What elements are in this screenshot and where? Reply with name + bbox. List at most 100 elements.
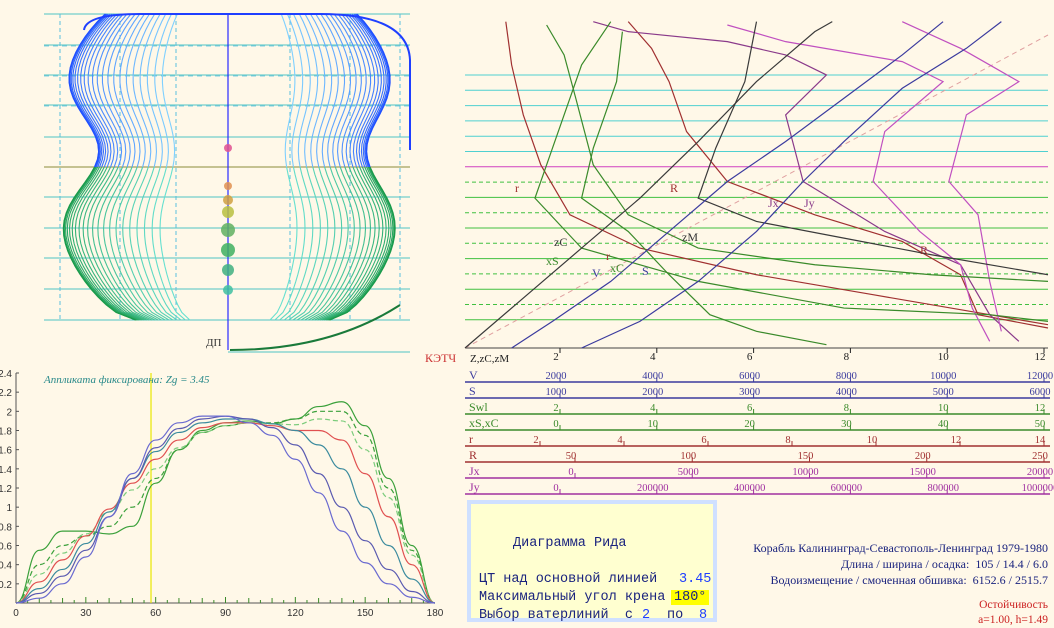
scale-tick-label: 14: [1035, 435, 1046, 446]
hull-section-above: [80, 13, 115, 168]
ktch-label: КЭТЧ: [425, 351, 456, 365]
hydrostatic-curve: [627, 21, 1049, 329]
hull-section-underwater: [159, 166, 191, 321]
scale-name: S: [469, 384, 476, 398]
hull-section-underwater: [327, 166, 392, 321]
hull-section-above: [344, 13, 376, 168]
hull-section-above: [146, 13, 167, 168]
hull-section-above: [119, 13, 145, 168]
hull-section-above: [292, 13, 311, 168]
hydrostatic-curve: [511, 21, 944, 349]
hull-section-above: [101, 13, 132, 168]
hull-section-above: [351, 13, 385, 168]
y-tick-label: 0.2: [0, 580, 12, 591]
scale-name: Swl: [469, 400, 488, 414]
hull-section-above: [96, 13, 128, 168]
hull-section-above: [356, 13, 391, 168]
scale-tick-label: 50: [566, 451, 577, 462]
cg-value-input[interactable]: 3.45: [679, 572, 712, 587]
scale-tick-label: 100: [680, 451, 696, 462]
y-tick-label: 2.4: [0, 369, 12, 380]
scale-tick-label: 8: [785, 435, 790, 446]
hull-section-underwater: [82, 166, 147, 321]
hull-section-above: [354, 13, 389, 168]
centroid-dot: [222, 206, 234, 218]
y-tick-label: 1: [6, 503, 12, 514]
hull-section-underwater: [304, 166, 355, 321]
scale-tick-label: 8000: [836, 371, 857, 382]
displacement-value: 6152.6 / 2515.7: [972, 573, 1048, 587]
scale-tick-label: 2: [533, 435, 538, 446]
scale-name: xS,xC: [469, 416, 499, 430]
displacement-label: Водоизмещение / смоченная обшивка:: [770, 573, 967, 587]
max-angle-input[interactable]: 180°: [671, 590, 710, 605]
centroid-dot: [221, 223, 235, 237]
scale-tick-label: 6: [747, 403, 752, 414]
y-tick-label: 1.4: [0, 465, 12, 476]
hull-section-underwater: [151, 166, 186, 321]
hull-section-underwater: [319, 166, 380, 321]
hydrostatic-curve: [505, 21, 1049, 326]
hull-section-above: [68, 13, 106, 168]
curve-label: zM: [682, 230, 698, 244]
hull-section-above: [91, 13, 124, 168]
hull-section-above: [280, 13, 296, 168]
hull-section-underwater: [296, 166, 343, 321]
hull-section-above: [113, 13, 141, 168]
hull-section-underwater: [71, 166, 141, 321]
curve-label: Jy: [804, 196, 815, 210]
scale-tick-label: 0: [553, 483, 558, 494]
curve-label: xC: [610, 261, 624, 275]
hull-section-above: [355, 13, 390, 168]
scale-tick-label: 2000: [642, 387, 663, 398]
hull-section-underwater: [97, 166, 156, 321]
curve-label: R: [920, 243, 928, 257]
dims-label: Длина / ширина / осадка:: [840, 557, 970, 571]
hull-section-underwater: [300, 166, 349, 321]
max-angle-label: Максимальный угол крена: [479, 590, 666, 605]
scale-tick-label: 4: [617, 435, 623, 446]
hull-section-above: [83, 13, 118, 168]
hull-section-above: [315, 13, 339, 168]
scale-tick-label: 150: [798, 451, 814, 462]
hull-section-underwater: [288, 166, 329, 321]
hull-section-above: [72, 13, 109, 168]
hull-section-underwater: [103, 166, 159, 321]
hull-section-underwater: [87, 166, 150, 321]
y-tick-label: 2: [6, 407, 12, 418]
scale-tick-label: 12000: [1027, 371, 1053, 382]
z-axis-label: Z,zC,zM: [470, 353, 509, 365]
scale-tick-label: 10: [648, 419, 659, 430]
hull-section-underwater: [269, 166, 298, 321]
wl-to-input[interactable]: 8: [699, 608, 708, 623]
scale-tick-label: 8: [844, 403, 849, 414]
hull-section-underwater: [325, 166, 390, 321]
stability-params: a=1.00, h=1.49: [978, 614, 1048, 626]
hull-section-above: [107, 13, 136, 168]
cg-label: ЦТ над основной линией: [479, 572, 658, 587]
scale-tick-label: 30: [841, 419, 852, 430]
hydrostatic-curve: [697, 21, 1049, 276]
hydrostatic-curve: [464, 21, 833, 349]
wl-from-input[interactable]: 2: [642, 608, 651, 623]
stability-curve: [15, 418, 436, 604]
reed-diagram-panel: Диаграмма Рида ЦТ над основной линией 3.…: [467, 500, 717, 623]
hydrostatic-curve: [546, 24, 1049, 282]
curve-label: r: [515, 181, 519, 195]
hull-section-above: [310, 13, 333, 168]
centroid-dot: [221, 243, 235, 257]
scale-tick-label: 200: [915, 451, 931, 462]
centroid-dot: [224, 182, 232, 190]
scale-tick-label: 6000: [1030, 387, 1051, 398]
hull-section-underwater: [136, 166, 178, 321]
hull-section-underwater: [308, 166, 361, 321]
scale-name: Jy: [469, 480, 480, 494]
hull-section-underwater: [78, 166, 145, 321]
scale-tick-label: 20000: [1027, 467, 1053, 478]
deck-outline: [83, 13, 411, 150]
hull-section-above: [347, 13, 379, 168]
y-tick-label: 1.6: [0, 446, 12, 457]
hull-section-underwater: [122, 166, 170, 321]
stability-curve: [15, 415, 436, 604]
hull-section-underwater: [143, 166, 182, 321]
